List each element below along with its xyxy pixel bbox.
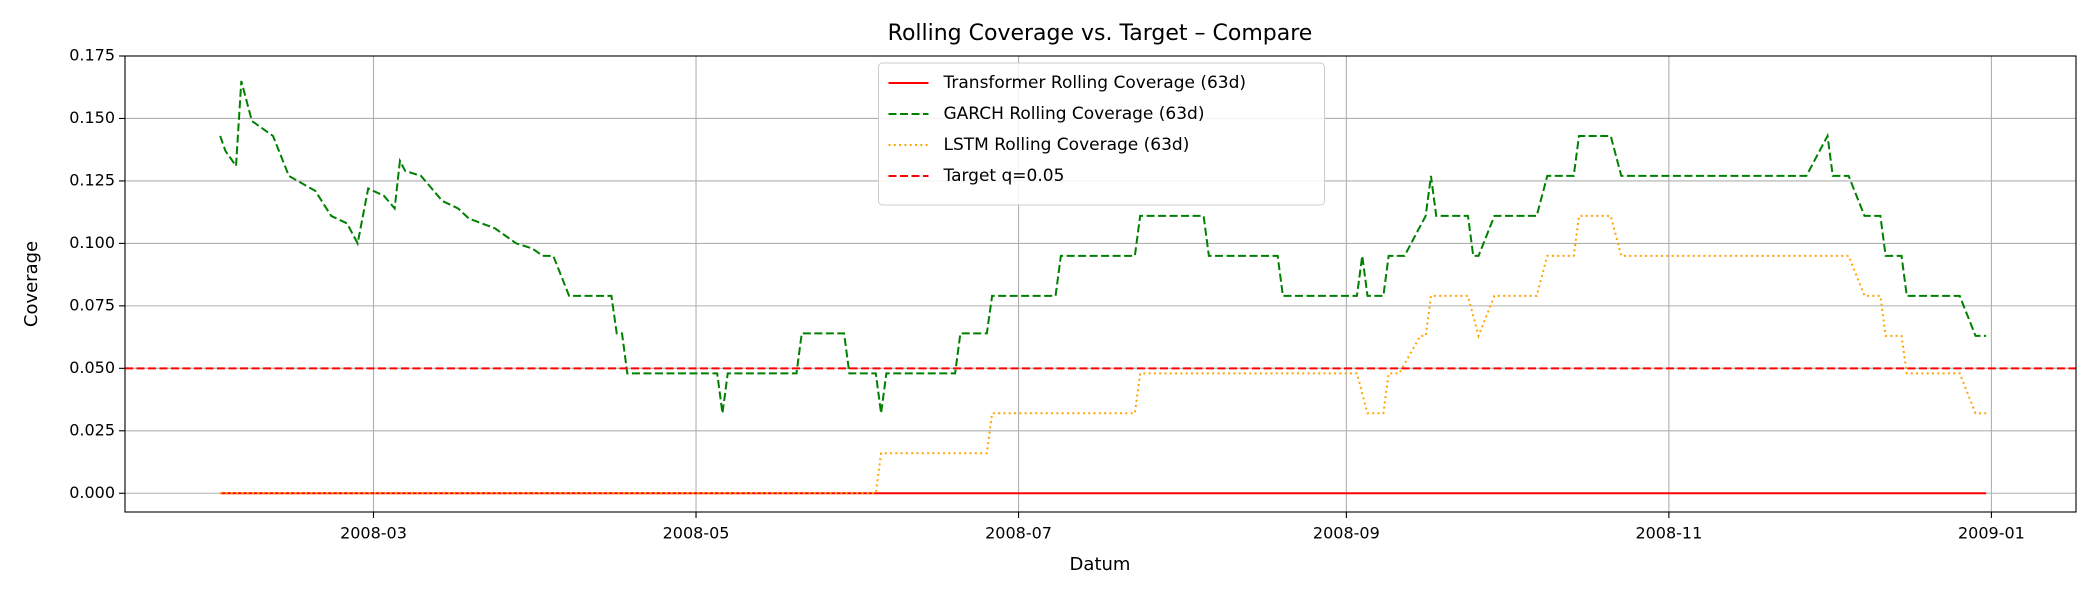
y-tick-label: 0.000	[69, 483, 115, 502]
series-line	[219, 80, 1987, 414]
y-axis-label: Coverage	[21, 241, 42, 327]
y-tick-label: 0.125	[69, 170, 115, 189]
x-axis-label: Datum	[1070, 554, 1131, 575]
y-tick-label: 0.075	[69, 295, 115, 314]
legend-label: GARCH Rolling Coverage (63d)	[944, 104, 1205, 124]
y-tick-label: 0.025	[69, 420, 115, 439]
x-tick-label: 2009-01	[1958, 524, 2025, 543]
legend-box	[878, 62, 1325, 206]
plot-frame	[124, 55, 2077, 513]
x-tick-label: 2008-11	[1635, 524, 1702, 543]
legend: Transformer Rolling Coverage (63d) GARCH …	[878, 62, 1325, 206]
y-tick-label: 0.050	[69, 358, 115, 377]
x-tick-label: 2008-05	[663, 524, 730, 543]
series-line	[220, 214, 1987, 495]
y-tick-label: 0.100	[69, 233, 115, 252]
y-tick-label: 0.150	[69, 108, 115, 127]
legend-label: Transformer Rolling Coverage (63d)	[943, 73, 1247, 93]
x-tick-label: 2008-07	[985, 524, 1052, 543]
y-tick-label: 0.175	[69, 46, 115, 65]
legend-label: Target q=0.05	[943, 166, 1065, 186]
chart-title: Rolling Coverage vs. Target – Compare	[888, 21, 1313, 46]
x-tick-label: 2008-09	[1313, 524, 1380, 543]
legend-label: LSTM Rolling Coverage (63d)	[944, 135, 1190, 155]
x-tick-label: 2008-03	[340, 524, 407, 543]
